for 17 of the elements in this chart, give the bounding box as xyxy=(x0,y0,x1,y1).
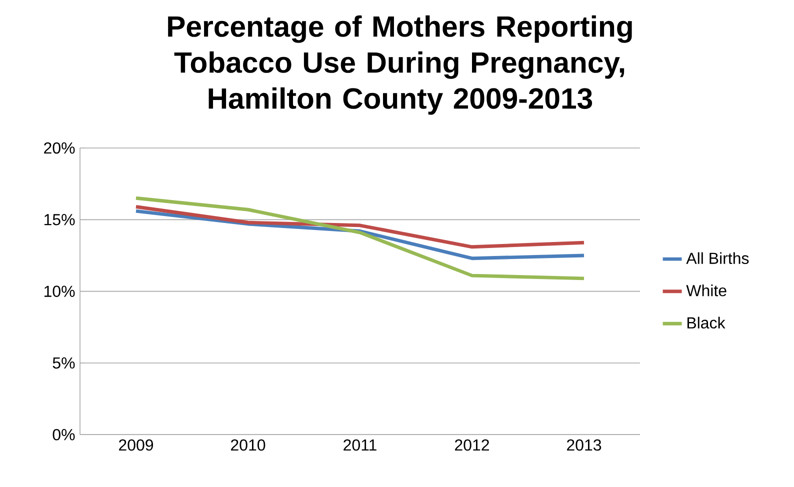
x-tick-label: 2010 xyxy=(231,440,266,451)
y-tick-label: 10% xyxy=(44,286,75,298)
line-series xyxy=(134,196,586,280)
line-series xyxy=(134,210,586,260)
y-tick-label: 20% xyxy=(44,142,75,154)
x-tick-label: 2013 xyxy=(566,440,602,451)
x-tick-label: 2009 xyxy=(119,440,154,451)
line-series xyxy=(134,205,586,249)
y-tick-label: 5% xyxy=(52,358,75,369)
chart-title: Percentage of Mothers Reporting Tobacco Use During Pregnancy, Hamilton County 2009-2013 xyxy=(168,16,632,115)
y-tick-label: 15% xyxy=(44,214,75,226)
legend-label: White xyxy=(686,284,726,296)
y-tick-label: 0% xyxy=(52,429,75,440)
legend-label: All Births xyxy=(686,252,749,264)
legend-label: Black xyxy=(687,316,726,329)
x-tick-label: 2011 xyxy=(344,440,376,451)
x-tick-label: 2012 xyxy=(454,440,489,451)
